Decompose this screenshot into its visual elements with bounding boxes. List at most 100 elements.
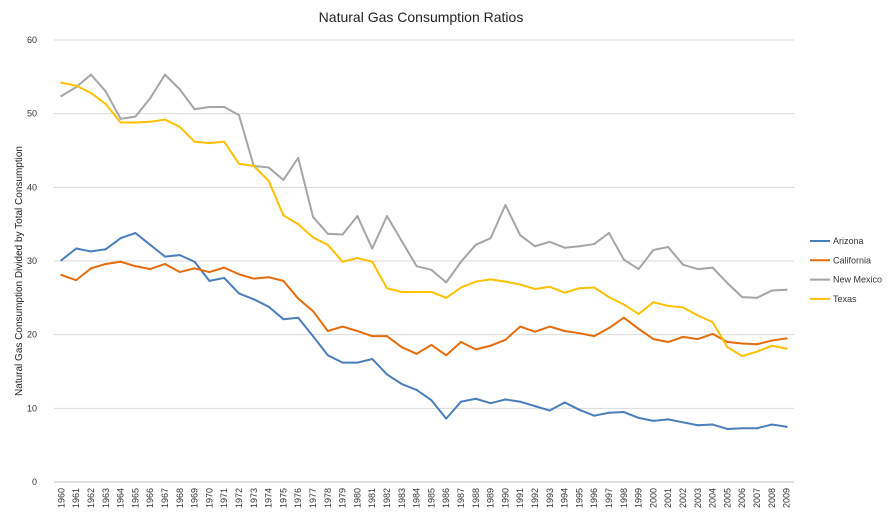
data-point (608, 232, 610, 235)
data-point (193, 140, 196, 143)
data-point (741, 355, 744, 358)
data-point (341, 260, 344, 263)
data-point (563, 291, 566, 294)
data-point (341, 233, 344, 236)
x-tick-label: 1985 (426, 488, 436, 508)
legend-label: Arizona (833, 236, 864, 246)
data-point (578, 408, 581, 411)
x-tick-label: 1989 (486, 488, 496, 508)
data-point (371, 247, 374, 250)
data-point (519, 325, 522, 328)
x-tick-label: 1963 (101, 488, 111, 508)
data-point (622, 316, 625, 319)
data-point (208, 142, 211, 145)
data-point (75, 84, 78, 87)
data-point (356, 257, 359, 260)
data-point (711, 423, 714, 426)
data-point (637, 313, 640, 316)
x-tick-label: 1967 (160, 488, 170, 508)
data-point (386, 335, 388, 338)
data-point (341, 361, 344, 364)
data-point (371, 335, 374, 338)
data-point (400, 240, 403, 243)
series-line (60, 260, 788, 357)
data-point (474, 280, 477, 283)
data-point (756, 296, 758, 299)
data-point (312, 236, 314, 239)
x-tick-label: 1983 (397, 488, 407, 508)
x-tick-label: 2001 (663, 488, 673, 508)
data-point (356, 329, 359, 332)
data-point (430, 268, 433, 271)
data-point (60, 94, 63, 97)
data-point (593, 243, 596, 246)
x-tick-label: 1966 (145, 488, 155, 508)
data-point (622, 411, 625, 414)
data-point (637, 268, 640, 271)
data-point (400, 346, 403, 349)
x-tick-label: 1977 (308, 488, 318, 508)
x-tick-label: 2005 (722, 488, 732, 508)
data-point (252, 277, 255, 280)
data-point (223, 266, 226, 269)
data-point (267, 166, 270, 169)
data-point (386, 373, 388, 376)
data-point (548, 285, 551, 288)
data-point (119, 237, 122, 240)
series-california (60, 260, 788, 357)
data-point (504, 280, 507, 283)
legend-item: Arizona (810, 236, 864, 246)
data-point (75, 279, 78, 282)
data-point (178, 125, 181, 128)
x-tick-label: 1961 (71, 488, 81, 508)
x-tick-label: 1979 (338, 488, 348, 508)
legend-label: California (833, 255, 871, 265)
data-point (608, 327, 610, 330)
x-tick-label: 1995 (574, 488, 584, 508)
data-point (489, 237, 492, 240)
data-point (489, 278, 492, 281)
data-point (682, 421, 684, 424)
data-point (696, 314, 699, 317)
data-point (770, 423, 773, 426)
x-tick-label: 1970 (204, 488, 214, 508)
data-point (696, 424, 699, 427)
data-point (682, 335, 684, 338)
x-tick-label: 1984 (412, 488, 422, 508)
data-point (741, 427, 744, 430)
data-point (149, 97, 152, 100)
data-point (682, 263, 684, 266)
y-tick-label: 30 (27, 256, 37, 266)
data-point (622, 258, 625, 261)
data-point (134, 115, 137, 118)
data-point (297, 223, 300, 226)
data-point (504, 204, 507, 207)
data-point (90, 250, 92, 253)
x-tick-label: 2007 (752, 488, 762, 508)
data-point (711, 266, 714, 269)
data-point (400, 383, 403, 386)
data-point (223, 276, 226, 279)
data-point (326, 329, 329, 332)
data-point (178, 254, 181, 257)
data-point (164, 255, 166, 258)
data-point (785, 337, 788, 340)
data-point (726, 346, 729, 349)
data-point (60, 273, 63, 276)
x-tick-label: 1987 (456, 488, 466, 508)
x-tick-label: 1981 (367, 488, 377, 508)
data-point (90, 267, 92, 270)
data-point (578, 245, 581, 248)
x-tick-label: 1997 (604, 488, 614, 508)
data-point (460, 260, 462, 263)
x-tick-label: 1962 (86, 488, 96, 508)
x-tick-label: 1965 (130, 488, 140, 508)
data-point (519, 234, 522, 237)
y-tick-label: 60 (27, 35, 37, 45)
data-point (149, 243, 152, 246)
data-point (252, 164, 255, 167)
x-tick-label: 1974 (264, 488, 274, 508)
data-point (193, 267, 196, 270)
x-tick-label: 1978 (323, 488, 333, 508)
x-tick-label: 2002 (678, 488, 688, 508)
